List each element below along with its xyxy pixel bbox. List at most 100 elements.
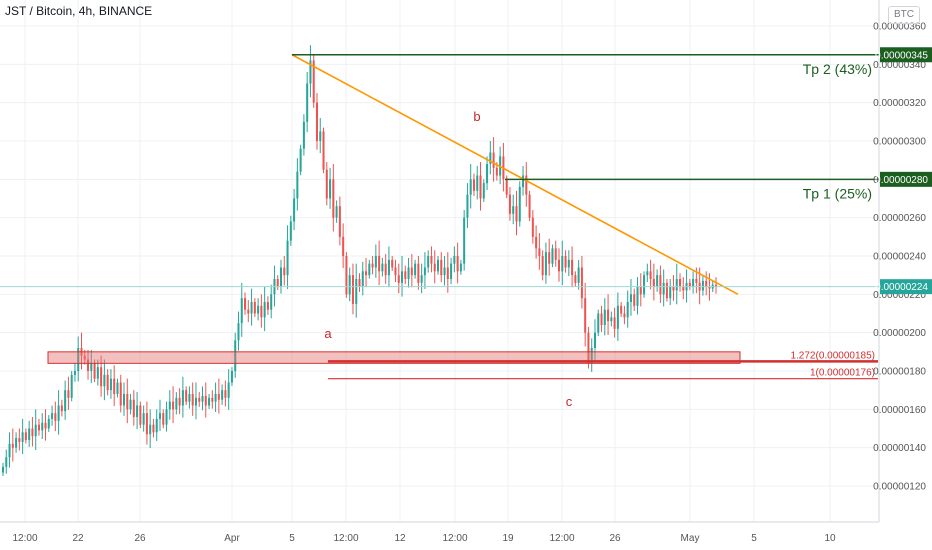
candle-body — [309, 60, 312, 84]
candle-body — [489, 152, 492, 164]
candle-body — [142, 413, 145, 425]
target-price-label: 0.00000280 — [875, 175, 928, 186]
y-tick-label: 0.00000120 — [873, 482, 926, 493]
candle-body — [368, 263, 371, 276]
candle-body — [221, 390, 224, 400]
candle-body — [266, 302, 269, 310]
candle-body — [557, 259, 561, 272]
candle-body — [90, 363, 93, 371]
candle-body — [60, 405, 63, 412]
candle-body — [11, 443, 14, 448]
x-tick-label: 12:00 — [549, 533, 574, 544]
candle-body — [237, 323, 240, 341]
candle-body — [577, 267, 580, 283]
candle-body — [387, 259, 390, 276]
candle-body — [208, 397, 211, 406]
candle-body — [414, 263, 417, 276]
y-tick-label: 0.00000240 — [873, 252, 926, 263]
candle-body — [100, 367, 103, 387]
candle-body — [423, 267, 426, 276]
candle-body — [96, 367, 99, 379]
candle-body — [15, 438, 18, 448]
candle-body — [453, 256, 456, 264]
candle-body — [544, 252, 547, 276]
y-tick-label: 0.00000180 — [873, 367, 926, 378]
candle-body — [325, 169, 328, 199]
y-tick-label: 0.00000140 — [873, 443, 926, 454]
wave-label: b — [473, 109, 480, 124]
candle-body — [456, 256, 459, 272]
time-axis[interactable]: 12:00 22 26 Apr 5 12:00 12 12:00 19 12:00 26 May 5 10 — [0, 521, 879, 544]
candle-body — [315, 102, 318, 141]
candle-body — [656, 275, 659, 287]
candle-body — [132, 399, 135, 417]
candle-body — [250, 302, 253, 314]
candle-body — [433, 263, 436, 272]
y-tick-label: 0.00000260 — [873, 213, 926, 224]
candle-body — [263, 302, 266, 318]
candle-body — [365, 271, 368, 276]
candle-body — [54, 413, 57, 421]
candle-body — [214, 394, 217, 402]
candle-body — [446, 267, 449, 279]
candle-body — [37, 424, 40, 431]
candle-body — [338, 206, 341, 237]
candle-body — [440, 259, 443, 276]
candle-body — [44, 422, 47, 429]
target-price-label: 0.00000345 — [875, 50, 928, 61]
candle-body — [181, 390, 184, 406]
candle-body — [436, 259, 440, 272]
candle-body — [643, 275, 646, 295]
candle-body — [580, 267, 583, 299]
y-tick-label: 0.00000320 — [873, 98, 926, 109]
y-tick-label: 0.00000200 — [873, 328, 926, 339]
candle-body — [649, 271, 652, 279]
candle-body — [73, 371, 76, 375]
candle-body — [430, 256, 433, 264]
candle-body — [234, 340, 237, 371]
candle-body — [479, 175, 482, 199]
price-axis[interactable]: 0.00000120 0.00000140 0.00000160 0.00000180… — [873, 0, 932, 522]
candle-body — [116, 382, 119, 394]
candle-body — [564, 256, 567, 268]
x-tick-label: 5 — [289, 533, 295, 544]
candle-body — [701, 280, 704, 291]
candle-body — [260, 305, 263, 318]
candle-body — [31, 428, 34, 437]
x-tick-label: May — [681, 533, 700, 544]
symbol-title[interactable]: JST / Bitcoin, 4h, BINANCE — [5, 4, 153, 18]
candle-body — [83, 355, 86, 360]
candle-body — [57, 405, 60, 421]
candle-body — [283, 267, 286, 276]
candle-body — [600, 313, 603, 325]
candle-body — [1, 466, 5, 473]
candle-body — [302, 121, 305, 149]
candle-body — [155, 418, 158, 433]
candle-body — [204, 395, 207, 406]
candle-body — [289, 221, 292, 241]
candle-body — [165, 409, 168, 425]
candle-body — [198, 397, 201, 402]
candle-body — [70, 374, 73, 398]
currency-badge[interactable]: BTC — [888, 6, 920, 24]
candle-body — [662, 282, 665, 295]
candle-body — [371, 263, 374, 268]
candle-body — [322, 131, 325, 170]
candle-body — [535, 236, 538, 249]
candle-body — [554, 248, 557, 260]
candle-body — [201, 395, 204, 402]
candle-body — [597, 313, 600, 333]
x-tick-label: 12 — [394, 533, 406, 544]
candle-body — [512, 206, 515, 214]
drawings: Tp 2 (43%) Tp 1 (25%) 1.272(0.00000185) 1(0… — [0, 54, 879, 409]
candle-body — [257, 305, 260, 314]
candle-body — [528, 194, 531, 218]
x-tick-label: 26 — [609, 533, 621, 544]
y-tick-label: 0.00000300 — [873, 137, 926, 148]
candle-body — [427, 256, 430, 268]
candle-body — [67, 390, 70, 398]
candle-body — [613, 317, 616, 329]
candle-body — [244, 298, 247, 310]
